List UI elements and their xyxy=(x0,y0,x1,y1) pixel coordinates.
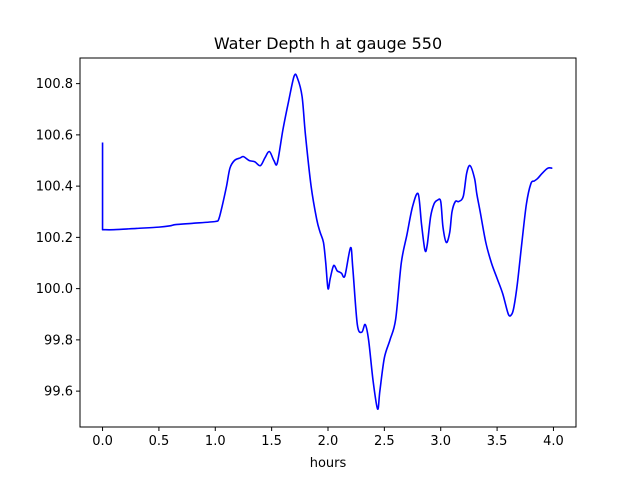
plot-area xyxy=(101,73,553,410)
x-tick-label: 2.5 xyxy=(374,434,395,449)
x-tick-label: 3.5 xyxy=(487,434,508,449)
x-axis: 0.0 0.5 1.0 1.5 2.0 2.5 3.0 3.5 4.0 xyxy=(92,427,564,449)
y-tick-label: 99.6 xyxy=(44,385,73,400)
axes-frame xyxy=(79,57,577,428)
y-tick-label: 100.4 xyxy=(36,180,73,195)
x-tick-label: 4.0 xyxy=(543,434,564,449)
x-tick-label: 0.0 xyxy=(92,434,113,449)
x-tick-label: 1.0 xyxy=(205,434,226,449)
x-axis-label: hours xyxy=(310,456,347,471)
x-tick-label: 1.5 xyxy=(261,434,282,449)
x-tick-label: 0.5 xyxy=(149,434,170,449)
y-axis: 99.6 99.8 100.0 100.2 100.4 100.6 100.8 xyxy=(36,77,80,400)
chart-title: Water Depth h at gauge 550 xyxy=(214,34,442,53)
y-tick-label: 100.8 xyxy=(36,77,73,92)
series-line xyxy=(101,73,553,410)
y-tick-label: 99.8 xyxy=(44,333,73,348)
x-tick-label: 3.0 xyxy=(430,434,451,449)
y-tick-label: 100.0 xyxy=(36,282,73,297)
y-tick-label: 100.2 xyxy=(36,231,73,246)
x-tick-label: 2.0 xyxy=(318,434,339,449)
y-tick-label: 100.6 xyxy=(36,128,73,143)
